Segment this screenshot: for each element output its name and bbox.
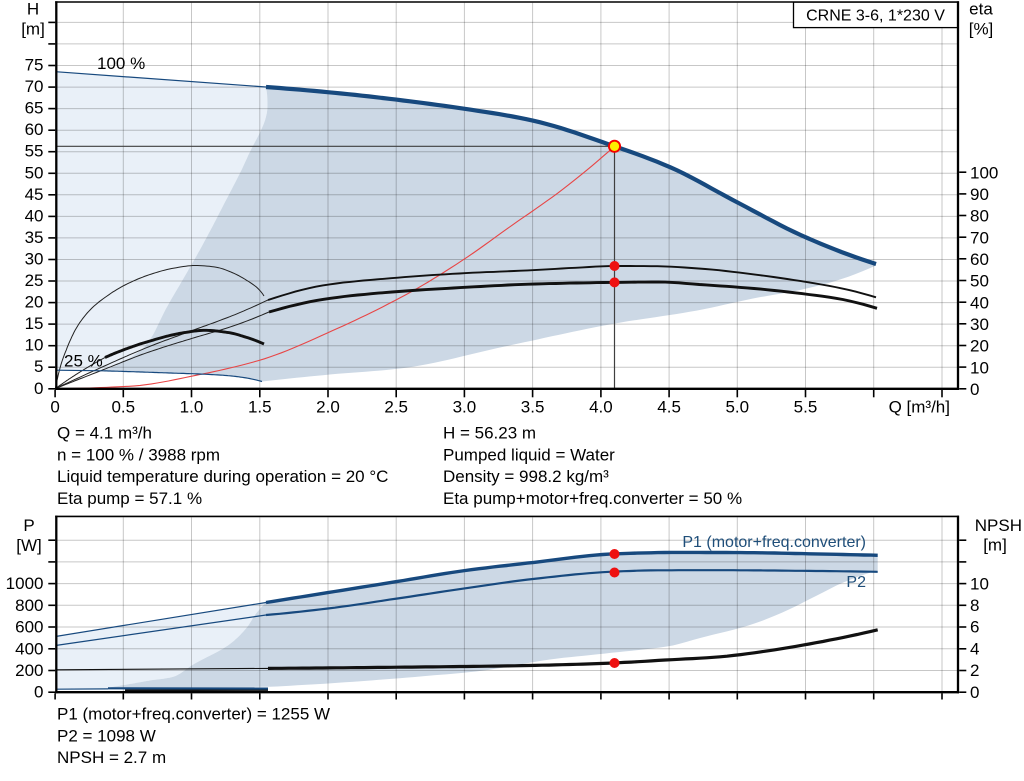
svg-text:50: 50 — [970, 272, 989, 291]
svg-text:1.5: 1.5 — [248, 398, 272, 417]
svg-text:[m]: [m] — [983, 536, 1007, 555]
svg-text:60: 60 — [25, 120, 44, 139]
svg-text:10: 10 — [970, 574, 989, 593]
svg-text:70: 70 — [970, 228, 989, 247]
svg-text:600: 600 — [15, 618, 43, 637]
svg-text:40: 40 — [25, 206, 44, 225]
svg-text:5.5: 5.5 — [794, 398, 818, 417]
svg-text:5.0: 5.0 — [725, 398, 749, 417]
svg-text:1.0: 1.0 — [180, 398, 204, 417]
svg-text:100 %: 100 % — [97, 54, 145, 73]
svg-text:2: 2 — [970, 661, 979, 680]
svg-text:P1 (motor+freq.converter): P1 (motor+freq.converter) — [682, 534, 866, 551]
svg-text:25: 25 — [25, 271, 44, 290]
svg-text:CRNE 3-6, 1*230 V: CRNE 3-6, 1*230 V — [806, 8, 945, 25]
svg-text:70: 70 — [25, 77, 44, 96]
svg-text:Density = 998.2 kg/m³: Density = 998.2 kg/m³ — [443, 467, 609, 486]
svg-text:30: 30 — [970, 315, 989, 334]
svg-text:8: 8 — [970, 596, 979, 615]
svg-text:1000: 1000 — [6, 574, 44, 593]
svg-text:45: 45 — [25, 185, 44, 204]
svg-text:H: H — [27, 0, 39, 19]
svg-text:[W]: [W] — [16, 536, 42, 555]
svg-text:0.5: 0.5 — [111, 398, 135, 417]
svg-text:90: 90 — [970, 185, 989, 204]
svg-text:H = 56.23 m: H = 56.23 m — [443, 424, 536, 443]
svg-text:eta: eta — [969, 0, 993, 19]
svg-text:P: P — [23, 516, 34, 535]
svg-text:3.0: 3.0 — [453, 398, 477, 417]
svg-text:40: 40 — [970, 293, 989, 312]
svg-text:75: 75 — [25, 56, 44, 75]
svg-text:2.5: 2.5 — [384, 398, 408, 417]
svg-text:25 %: 25 % — [64, 352, 103, 371]
svg-text:3.5: 3.5 — [521, 398, 545, 417]
svg-text:15: 15 — [25, 314, 44, 333]
svg-text:80: 80 — [970, 207, 989, 226]
svg-text:6: 6 — [970, 618, 979, 637]
svg-text:P2: P2 — [846, 574, 866, 591]
svg-text:[%]: [%] — [969, 20, 994, 39]
svg-text:100: 100 — [970, 163, 998, 182]
svg-text:4: 4 — [970, 640, 979, 659]
svg-text:0: 0 — [50, 398, 59, 417]
svg-text:Eta pump = 57.1 %: Eta pump = 57.1 % — [57, 489, 202, 508]
svg-text:[m]: [m] — [21, 20, 45, 39]
svg-text:NPSH: NPSH — [975, 516, 1022, 535]
svg-text:n = 100 % / 3988 rpm: n = 100 % / 3988 rpm — [57, 445, 220, 464]
svg-text:NPSH = 2.7 m: NPSH = 2.7 m — [57, 748, 166, 767]
svg-text:4.5: 4.5 — [657, 398, 681, 417]
svg-text:200: 200 — [15, 661, 43, 680]
svg-text:Liquid temperature during oper: Liquid temperature during operation = 20… — [57, 467, 388, 486]
svg-text:Eta pump+motor+freq.converter: Eta pump+motor+freq.converter = 50 % — [443, 489, 742, 508]
svg-text:400: 400 — [15, 639, 43, 658]
svg-text:30: 30 — [25, 250, 44, 269]
svg-text:20: 20 — [970, 337, 989, 356]
svg-text:0: 0 — [34, 379, 43, 398]
svg-text:4.0: 4.0 — [589, 398, 613, 417]
svg-text:Q = 4.1 m³/h: Q = 4.1 m³/h — [57, 424, 152, 443]
svg-text:P1 (motor+freq.converter) = 12: P1 (motor+freq.converter) = 1255 W — [57, 705, 330, 724]
svg-text:20: 20 — [25, 293, 44, 312]
svg-text:0: 0 — [970, 683, 979, 702]
svg-text:Pumped liquid = Water: Pumped liquid = Water — [443, 445, 615, 464]
svg-text:Q [m³/h]: Q [m³/h] — [889, 398, 950, 417]
svg-text:2.0: 2.0 — [316, 398, 340, 417]
svg-text:60: 60 — [970, 250, 989, 269]
svg-text:65: 65 — [25, 99, 44, 118]
svg-text:55: 55 — [25, 142, 44, 161]
svg-text:800: 800 — [15, 596, 43, 615]
svg-text:P2 = 1098 W: P2 = 1098 W — [57, 726, 156, 745]
svg-text:0: 0 — [970, 380, 979, 399]
svg-text:35: 35 — [25, 228, 44, 247]
svg-text:50: 50 — [25, 163, 44, 182]
svg-text:0: 0 — [34, 683, 43, 702]
svg-text:10: 10 — [970, 358, 989, 377]
svg-text:10: 10 — [25, 336, 44, 355]
svg-text:5: 5 — [34, 357, 43, 376]
